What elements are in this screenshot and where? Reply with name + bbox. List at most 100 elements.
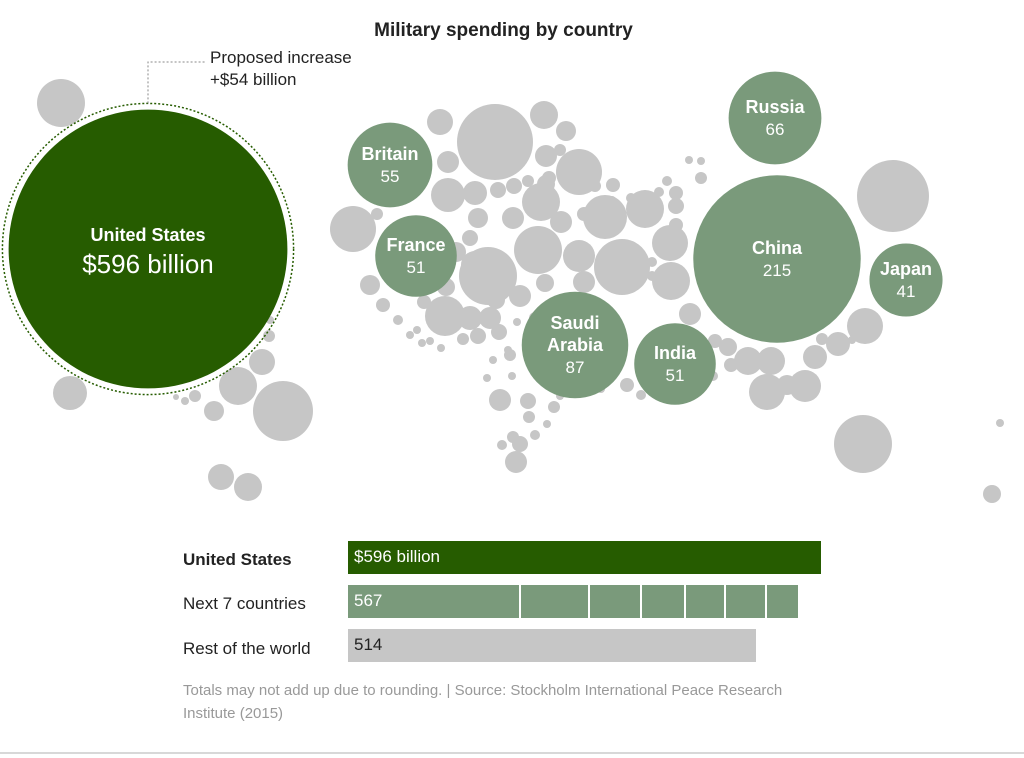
bubble-name-united-states: United States <box>90 225 205 245</box>
bubble-rest-of-world <box>589 180 601 192</box>
bubble-name-britain: Britain <box>361 144 418 164</box>
bubble-rest-of-world <box>573 271 595 293</box>
bubble-united-states <box>8 109 288 389</box>
bar-segment-divider <box>518 585 521 618</box>
bubble-rest-of-world <box>577 207 591 221</box>
bubble-rest-of-world <box>463 181 487 205</box>
bar-value-us: $596 billion <box>354 547 441 566</box>
bubble-japan <box>869 243 943 317</box>
bubble-rest-of-world <box>679 303 701 325</box>
bar-next7: 567 <box>348 585 798 618</box>
bubble-rest-of-world <box>219 367 257 405</box>
bubble-rest-of-world <box>530 430 540 440</box>
bubble-rest-of-world <box>803 345 827 369</box>
bubble-rest-of-world <box>204 401 224 421</box>
bar-segment-divider <box>764 585 767 618</box>
bubble-name-china: China <box>752 238 803 258</box>
bubble-name-india: India <box>654 343 697 363</box>
bubble-rest-of-world <box>848 336 856 344</box>
bubble-rest-of-world <box>668 198 684 214</box>
proposed-increase-annotation: Proposed increase +$54 billion <box>210 47 352 91</box>
bubble-rest-of-world <box>360 275 380 295</box>
bubble-name-japan: Japan <box>880 259 932 279</box>
chart-title: Military spending by country <box>374 20 633 41</box>
bubble-rest-of-world <box>371 208 383 220</box>
bar-value-next7: 567 <box>354 591 383 610</box>
bubble-rest-of-world <box>834 415 892 473</box>
bubble-name-russia: Russia <box>745 97 805 117</box>
bubble-rest-of-world <box>37 79 85 127</box>
bar-segment-divider <box>587 585 590 618</box>
bubble-rest-of-world <box>522 183 560 221</box>
bar-segment-divider <box>724 585 727 618</box>
bubble-rest-of-world <box>253 381 313 441</box>
bubble-rest-of-world <box>53 376 87 410</box>
bubble-rest-of-world <box>497 440 507 450</box>
bubble-rest-of-world <box>606 178 620 192</box>
bubble-rest-of-world <box>647 257 657 267</box>
bubble-rest-of-world <box>506 178 522 194</box>
bubble-rest-of-world <box>417 295 431 309</box>
bubble-rest-of-world <box>479 307 501 329</box>
annotation-leader-line <box>147 61 206 104</box>
bubble-rest-of-world <box>685 156 693 164</box>
bubble-rest-of-world <box>523 411 535 423</box>
annotation-line2: +$54 billion <box>210 70 297 89</box>
bubble-rest-of-world <box>734 347 762 375</box>
bubble-rest-of-world <box>535 145 557 167</box>
bubble-rest-of-world <box>620 378 634 392</box>
bubble-rest-of-world <box>468 208 488 228</box>
bubble-rest-of-world <box>376 298 390 312</box>
bubble-rest-of-world <box>563 240 595 272</box>
bubble-name-france: France <box>386 235 445 255</box>
bubble-rest-of-world <box>548 401 560 413</box>
bubble-rest-of-world <box>757 347 785 375</box>
bubble-saudi-arabia <box>521 291 629 399</box>
bubble-rest-of-world <box>695 172 707 184</box>
annotation-line1: Proposed increase <box>210 48 352 67</box>
bubble-rest-of-world <box>543 420 551 428</box>
bubble-india <box>634 323 716 405</box>
bubble-rest-of-world <box>173 394 179 400</box>
bar-segment-divider <box>683 585 686 618</box>
bubble-rest-of-world <box>406 331 414 339</box>
bubble-rest-of-world <box>530 101 558 129</box>
bubble-rest-of-world <box>504 346 512 354</box>
bar-segment-divider <box>640 585 643 618</box>
bar-rest: 514 <box>348 629 756 662</box>
bubble-rest-of-world <box>514 226 562 274</box>
bubble-value-china: 215 <box>763 261 791 280</box>
bubble-rest-of-world <box>594 239 650 295</box>
bottom-divider <box>0 752 1024 754</box>
bubble-rest-of-world <box>330 206 376 252</box>
bubble-rest-of-world <box>234 473 262 501</box>
bubble-britain <box>347 122 433 208</box>
bubble-rest-of-world <box>249 349 275 375</box>
bubble-rest-of-world <box>654 187 664 197</box>
bubble-rest-of-world <box>608 196 616 204</box>
bubble-rest-of-world <box>437 151 459 173</box>
bubble-rest-of-world <box>669 186 683 200</box>
bubble-rest-of-world <box>426 337 434 345</box>
bubble-value-russia: 66 <box>766 120 785 139</box>
bubble-rest-of-world <box>826 332 850 356</box>
bubble-rest-of-world <box>459 247 517 305</box>
bubble-rest-of-world <box>489 356 497 364</box>
bubble-rest-of-world <box>425 296 465 336</box>
bubble-rest-of-world <box>536 274 554 292</box>
bubble-rest-of-world <box>502 207 524 229</box>
bubble-rest-of-world <box>483 374 491 382</box>
bubble-value-japan: 41 <box>897 282 916 301</box>
bubble-rest-of-world <box>457 104 533 180</box>
bubble-rest-of-world <box>520 393 536 409</box>
bar-value-rest: 514 <box>354 635 383 654</box>
bubble-russia <box>728 71 822 165</box>
bar-label-next7: Next 7 countries <box>183 594 306 613</box>
bubble-value-india: 51 <box>666 366 685 385</box>
source-footnote: Totals may not add up due to rounding. |… <box>183 682 783 722</box>
bar-us: $596 billion <box>348 541 821 574</box>
bubble-rest-of-world <box>652 225 688 261</box>
bubble-value-france: 51 <box>407 258 426 277</box>
bubble-rest-of-world <box>513 318 521 326</box>
bubble-rest-of-world <box>505 451 527 473</box>
